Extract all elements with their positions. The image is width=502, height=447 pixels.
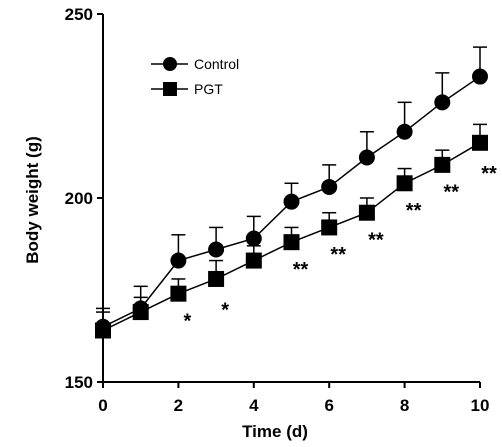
y-axis-title: Body weight (g): [23, 136, 42, 263]
y-tick-label: 150: [65, 373, 93, 392]
legend-control-label: Control: [194, 56, 239, 72]
significance-label: **: [293, 259, 309, 281]
significance-label: **: [481, 163, 497, 185]
significance-label: **: [368, 229, 384, 251]
pgt-point: [170, 285, 187, 302]
axes: 0 2 4 6 8 10 150 200 250: [65, 5, 490, 415]
control-point: [321, 178, 338, 195]
pgt-point: [321, 219, 338, 236]
pgt-point: [245, 252, 262, 269]
x-axis-title: Time (d): [242, 422, 308, 441]
pgt-point: [434, 156, 451, 173]
legend-pgt-label: PGT: [194, 81, 223, 97]
legend: Control PGT: [151, 56, 239, 97]
significance-labels: **************: [184, 163, 497, 332]
control-point: [283, 193, 300, 210]
series-markers: [95, 68, 488, 339]
pgt-point: [283, 234, 300, 251]
significance-label: **: [444, 182, 460, 204]
x-tick-label: 6: [324, 396, 333, 415]
significance-label: **: [330, 244, 346, 266]
pgt-point: [358, 204, 375, 221]
control-point: [472, 68, 488, 85]
x-tick-label: 8: [400, 396, 409, 415]
legend-control-marker: [163, 57, 177, 71]
control-point: [434, 94, 451, 111]
control-point: [208, 241, 225, 258]
y-tick-label: 200: [65, 189, 93, 208]
y-tick-label: 250: [65, 5, 93, 24]
control-point: [170, 252, 187, 269]
x-tick-label: 2: [174, 396, 183, 415]
significance-label: **: [406, 200, 422, 222]
x-tick-label: 4: [249, 396, 259, 415]
x-tick-label: 0: [98, 396, 107, 415]
significance-label: *: [184, 310, 192, 332]
significance-label: *: [221, 299, 229, 321]
pgt-point: [95, 322, 111, 339]
pgt-point: [472, 134, 488, 151]
legend-pgt-marker: [163, 82, 177, 96]
control-point: [396, 123, 413, 140]
control-point: [358, 149, 375, 166]
x-tick-label: 10: [471, 396, 490, 415]
pgt-point: [396, 175, 413, 192]
control-point: [245, 230, 262, 247]
pgt-point: [208, 270, 225, 287]
pgt-point: [132, 304, 149, 321]
